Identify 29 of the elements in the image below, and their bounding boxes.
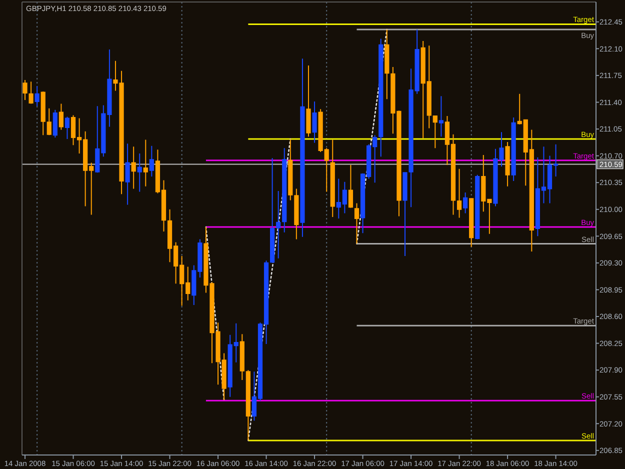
- candlestick: [354, 202, 360, 244]
- candlestick: [34, 86, 40, 107]
- candlestick: [282, 148, 287, 233]
- candlestick: [463, 192, 468, 214]
- candlestick: [312, 100, 317, 144]
- candlestick: [276, 190, 281, 259]
- candlestick: [52, 109, 58, 138]
- candlestick: [270, 158, 275, 264]
- candlestick: [330, 139, 335, 218]
- candlestick: [505, 142, 510, 187]
- candlestick: [64, 116, 70, 140]
- candlestick: [137, 153, 142, 192]
- candlestick: [475, 174, 480, 240]
- candlestick: [143, 139, 148, 187]
- candlestick: [125, 143, 130, 206]
- candlestick: [511, 117, 516, 182]
- candlestick: [131, 146, 136, 190]
- candlestick: [58, 103, 64, 130]
- candlestick: [384, 29, 390, 100]
- candlestick: [306, 65, 311, 138]
- candlestick: [149, 145, 154, 177]
- candlestick: [469, 198, 474, 248]
- candlestick: [456, 168, 462, 218]
- candlestick: [22, 80, 28, 100]
- candlestick: [348, 164, 354, 208]
- candlestick: [300, 58, 305, 238]
- candlestick: [438, 96, 444, 138]
- candlestick: [28, 81, 34, 104]
- candlestick: [378, 38, 384, 158]
